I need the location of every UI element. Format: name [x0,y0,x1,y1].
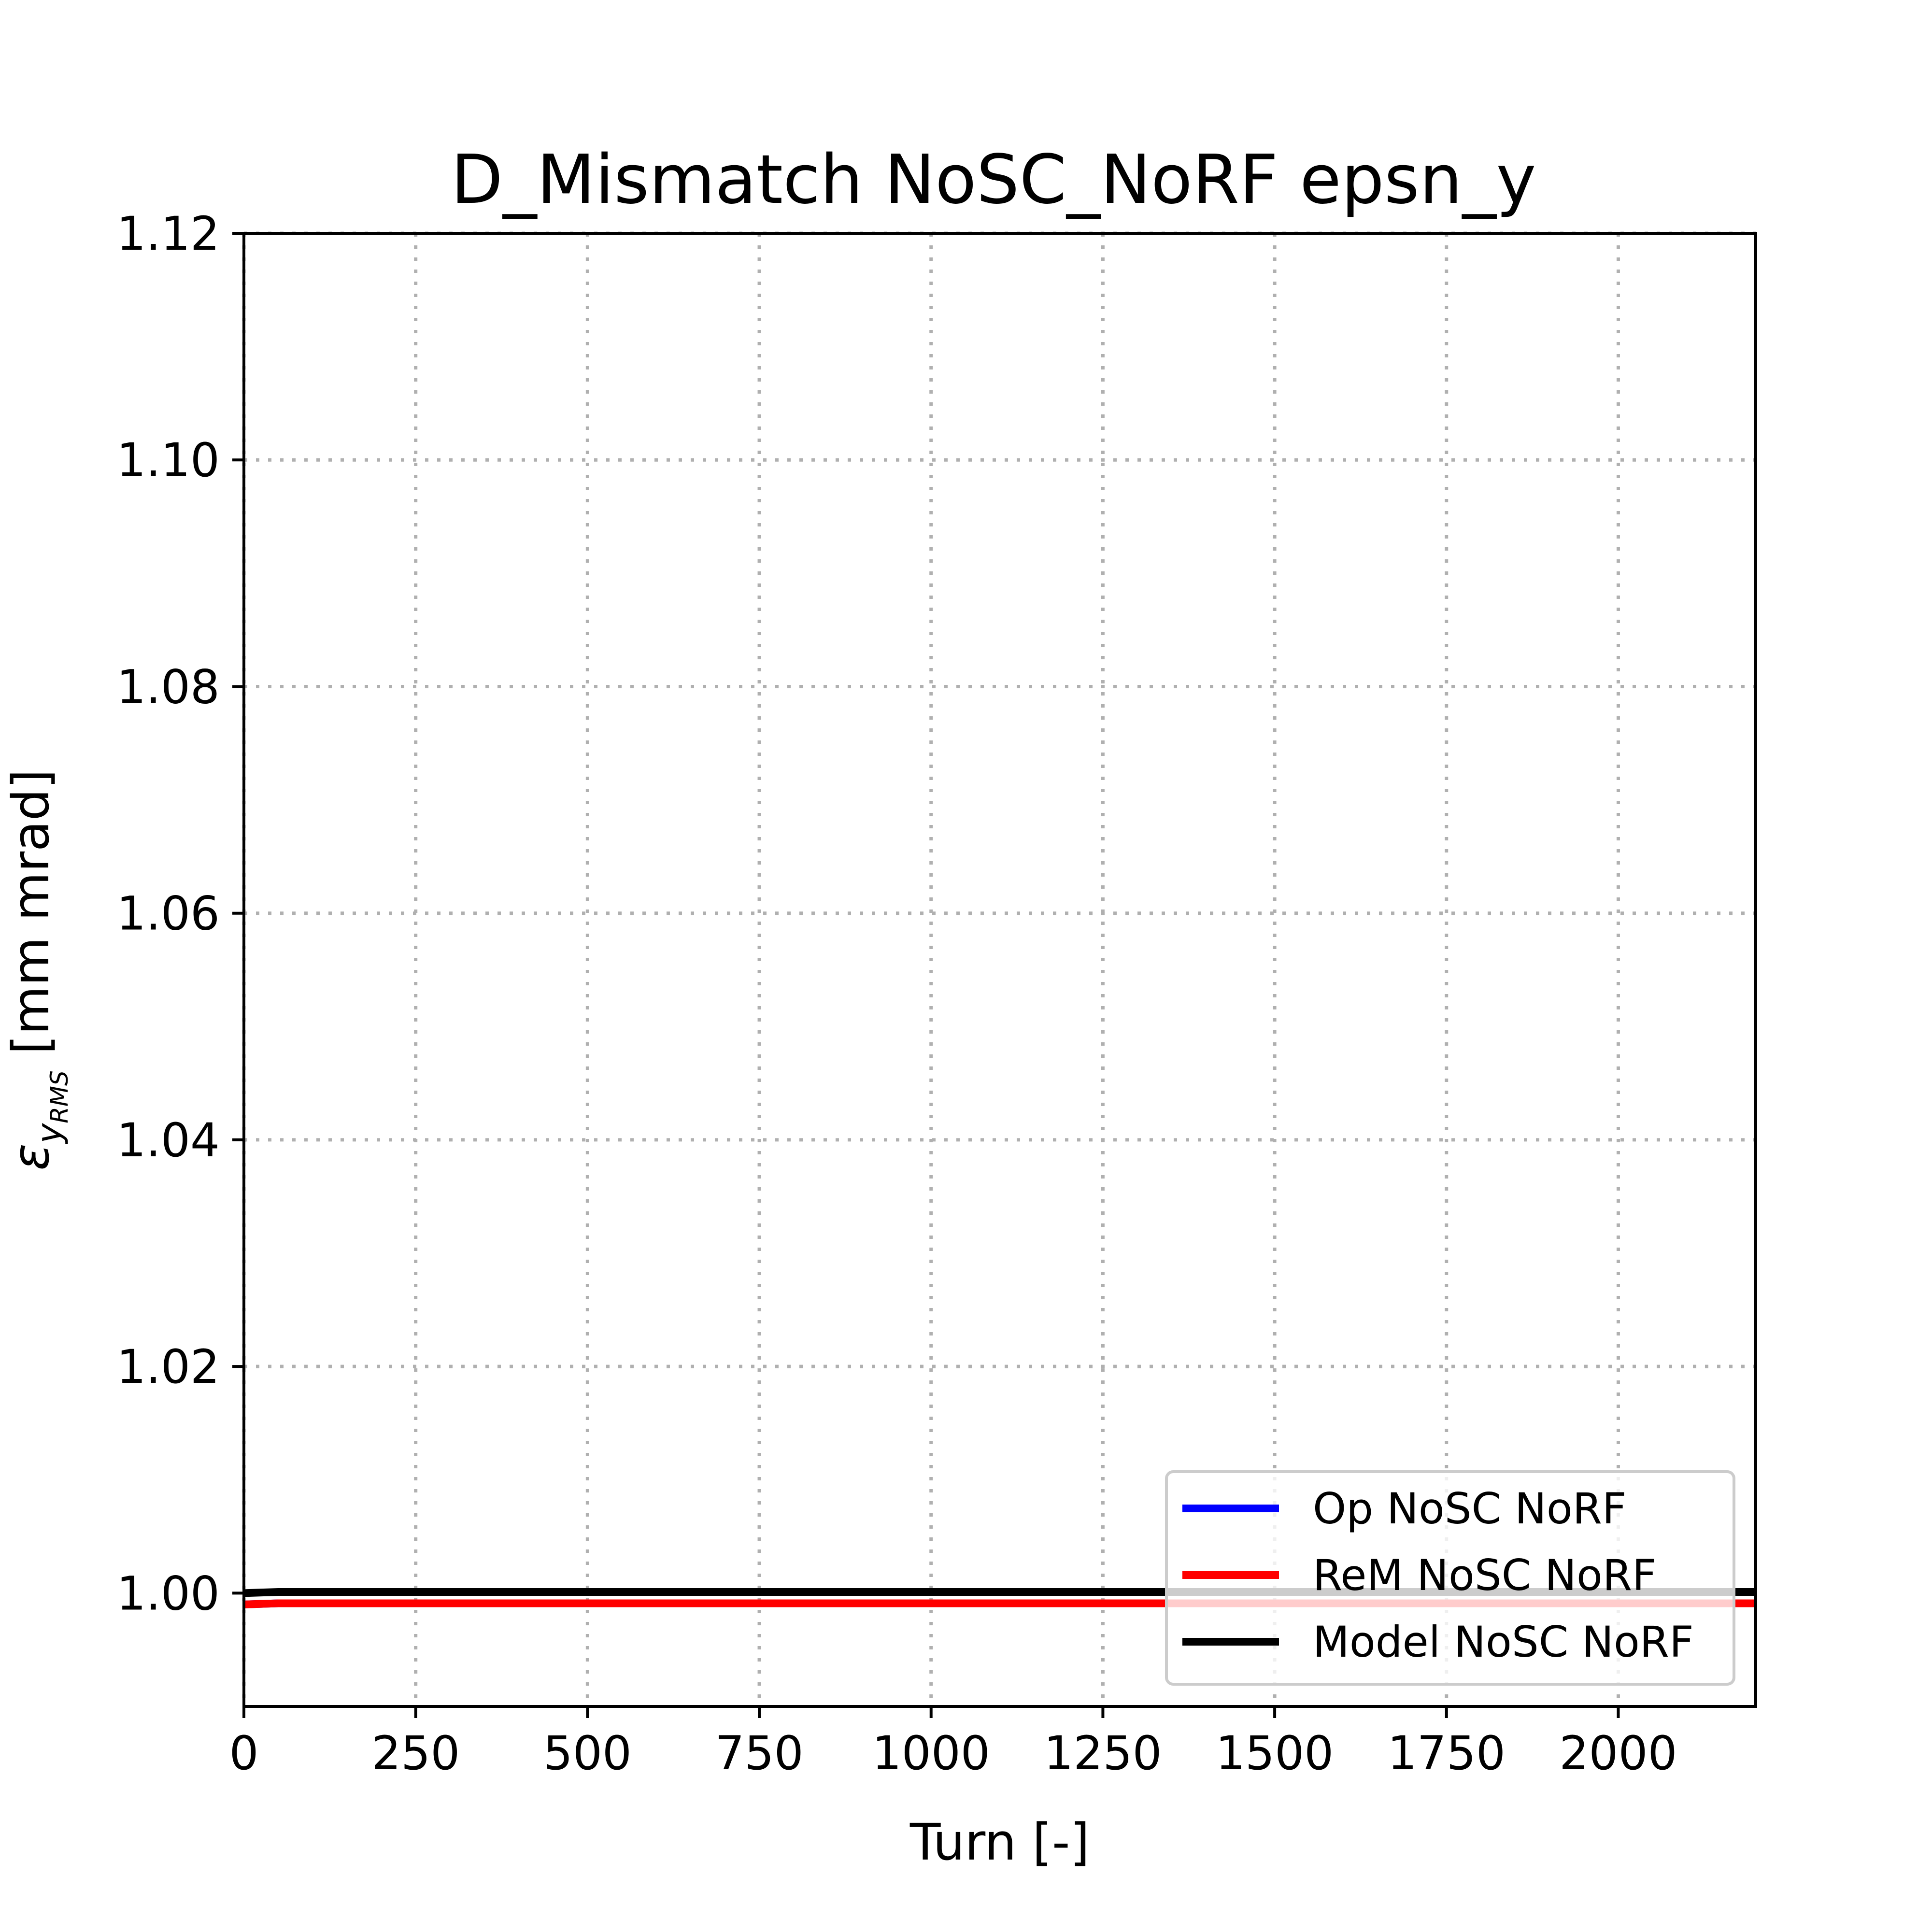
x-tick-label: 0 [229,1726,258,1780]
y-tick-label: 1.10 [116,433,220,487]
y-tick-label: 1.08 [116,660,220,714]
x-tick-label: 1500 [1216,1726,1334,1780]
x-tick-label: 500 [543,1726,632,1780]
y-axis-label-unit: [mm mrad] [1,769,60,1071]
legend-entries: Op NoSC NoRF ReM NoSC NoRF Model NoSC NoRF [1182,1484,1694,1667]
x-tick-label: 2000 [1559,1726,1677,1780]
y-tick-label: 1.02 [116,1340,220,1394]
axis-ticks: 0 250 500 750 1000 1250 1500 1750 2000 1.00 1.02 1.… [116,207,1677,1780]
plot-frame [242,232,1757,1708]
x-axis-label: Turn [-] [909,1813,1090,1872]
x-tick-label: 750 [715,1726,803,1780]
y-tick-label: 1.00 [116,1566,220,1620]
chart-title: D_Mismatch NoSC_NoRF epsn_y [451,141,1536,219]
legend-box [1165,1470,1735,1686]
x-tick-label: 1750 [1388,1726,1506,1780]
y-axis-label: εyRMS [mm mrad] [1,769,73,1171]
y-tick-label: 1.04 [116,1113,220,1167]
legend-label: Op NoSC NoRF [1313,1484,1626,1534]
legend-label: Model NoSC NoRF [1313,1617,1694,1667]
y-axis-label-subsub: RMS [45,1070,73,1123]
legend: Op NoSC NoRF ReM NoSC NoRF Model NoSC NoRF [1165,1470,1735,1686]
y-tick-label: 1.12 [116,207,220,261]
legend-label: ReM NoSC NoRF [1313,1550,1657,1600]
x-tick-label: 250 [371,1726,460,1780]
y-axis-label-symbol: ε [1,1143,60,1170]
x-tick-label: 1250 [1044,1726,1162,1780]
y-axis-label-sub: y [29,1122,69,1144]
x-tick-label: 1000 [872,1726,990,1780]
y-tick-label: 1.06 [116,887,220,941]
